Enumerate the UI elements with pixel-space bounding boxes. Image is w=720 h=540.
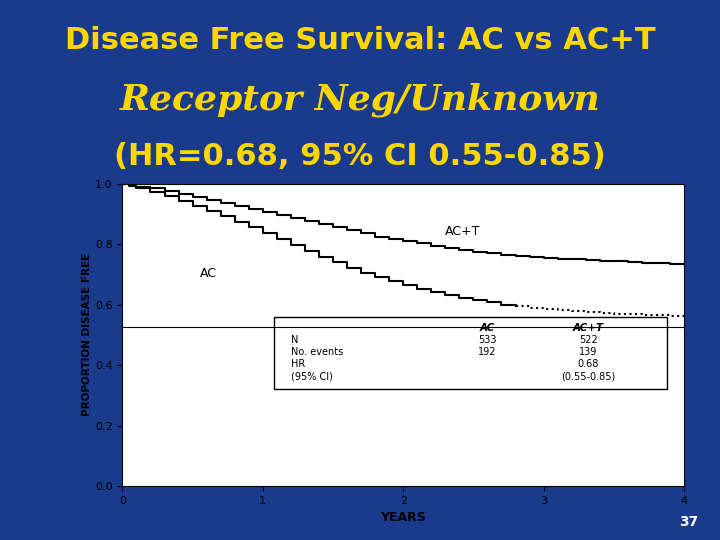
Text: 139: 139 (580, 347, 598, 357)
Y-axis label: PROPORTION DISEASE FREE: PROPORTION DISEASE FREE (82, 253, 92, 416)
Text: HR: HR (291, 359, 305, 369)
Text: 37: 37 (679, 515, 698, 529)
Text: N: N (291, 335, 298, 345)
Text: (0.55-0.85): (0.55-0.85) (562, 371, 616, 381)
Text: 192: 192 (478, 347, 497, 357)
Text: AC+T: AC+T (445, 225, 481, 238)
Text: AC: AC (199, 267, 217, 280)
Text: (HR=0.68, 95% CI 0.55-0.85): (HR=0.68, 95% CI 0.55-0.85) (114, 141, 606, 171)
Text: AC+T: AC+T (573, 323, 604, 333)
Text: No. events: No. events (291, 347, 343, 357)
FancyBboxPatch shape (274, 316, 667, 389)
Text: 0.68: 0.68 (578, 359, 599, 369)
Text: 533: 533 (478, 335, 497, 345)
Text: 522: 522 (579, 335, 598, 345)
Text: Disease Free Survival: AC vs AC+T: Disease Free Survival: AC vs AC+T (65, 26, 655, 55)
Text: Receptor Neg/Unknown: Receptor Neg/Unknown (120, 83, 600, 117)
X-axis label: YEARS: YEARS (380, 511, 426, 524)
Text: AC: AC (480, 323, 495, 333)
Text: (95% CI): (95% CI) (291, 371, 333, 381)
